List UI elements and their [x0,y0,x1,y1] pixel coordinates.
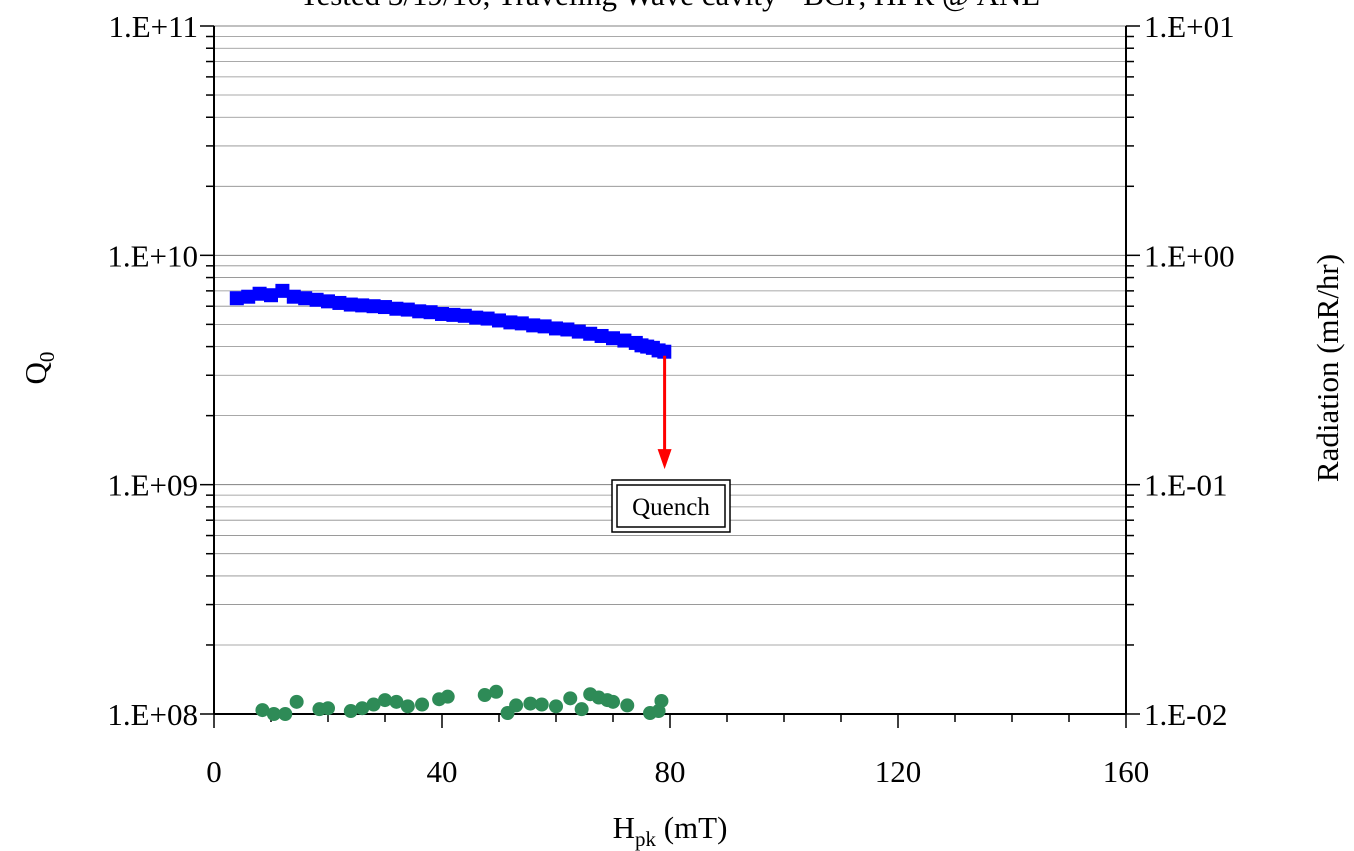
q0-point [355,298,370,313]
q0-point [343,297,358,312]
q0-point [412,304,427,319]
q0-point [583,326,598,341]
grid [214,25,1126,646]
quench-label: Quench [632,494,710,521]
x-tick-label: 0 [206,754,222,789]
quench-box-outer [611,479,731,533]
radiation-point [255,703,270,718]
q0-point [469,310,484,325]
y2-tick-label: 1.E-01 [1144,468,1228,503]
q0-point [606,331,620,346]
q0-point [389,301,404,316]
quench-arrow-head [657,449,672,470]
y2-axis-title: Radiation (mR/hr) [1310,254,1345,482]
radiation-point [563,691,578,706]
x-tick-label: 80 [655,754,686,789]
axes [213,26,1127,715]
radiation-point [620,698,635,713]
y-tick-label: 1.E+08 [107,697,198,732]
q0-point [435,306,449,321]
y-axis-title-main: Q [18,362,53,384]
radiation-point [355,701,370,716]
q0-point [560,322,575,337]
q0-point [332,295,347,310]
q0-point [321,294,335,309]
y2-tick-label: 1.E-02 [1144,697,1228,732]
q0-point [514,316,529,331]
radiation-point [440,689,455,704]
radiation-point [366,697,381,712]
q0-point [571,324,586,339]
radiation-point [389,694,404,709]
radiation-point [477,688,492,703]
radiation-point [654,693,669,708]
q0-point [275,283,290,298]
radiation-point [278,707,293,721]
series-q0 [229,283,672,359]
quench-annotation: Quench [611,355,731,533]
q0-point [378,300,392,315]
q0-point [298,291,313,306]
q0-point [480,311,495,326]
x-axis-title-sub: pk [635,827,657,851]
y2-tick-label: 1.E+00 [1144,238,1235,273]
x-tick-label: 120 [875,754,922,789]
y-tick-label: 1.E+10 [107,238,198,273]
series-radiation [255,684,669,721]
y2-tick-label: 1.E+01 [1144,9,1235,44]
y-tick-label: 1.E+09 [107,468,198,503]
radiation-point [400,699,415,714]
radiation-point [574,702,589,717]
q0-point [252,286,267,301]
radiation-point [549,699,563,714]
radiation-point [489,684,504,699]
q0-point [503,315,518,330]
radiation-point [415,697,430,712]
q0-point [657,344,672,359]
x-axis-title: Hpk (mT) [613,810,728,851]
chart-title: Tested 3/19/10, Traveling Wave cavity - … [300,0,1041,12]
q0-point [549,321,563,336]
radiation-point [534,697,549,712]
radiation-point [289,694,304,709]
y-axis-title-sub: 0 [35,352,59,363]
q0-point [400,302,415,317]
ticks: 0 40 80 120 160 1.E+08 1.E+09 1.E+10 1.E+11 1.E-0… [107,9,1234,789]
q0-point [594,328,609,343]
radiation-point [321,701,335,716]
q0-point [457,308,472,323]
q0-point [229,291,244,306]
radiation-point [606,694,620,709]
q0-point [423,305,438,320]
q0-point [309,292,324,307]
quench-box-inner [616,484,726,528]
q0-point [241,289,256,304]
q0-point [446,307,461,322]
radiation-point [523,696,538,711]
x-axis-title-unit: (mT) [656,810,727,845]
radiation-point [509,698,524,713]
q0-point [286,289,301,304]
q0-point [617,333,632,348]
q0-point [366,299,381,314]
x-tick-label: 40 [427,754,458,789]
y-axis-title: Q0 [18,352,59,385]
x-tick-label: 160 [1103,754,1150,789]
q0-point [537,319,552,334]
q0-point [492,313,506,328]
radiation-point [266,707,281,721]
q0-point [526,318,541,333]
radiation-point [343,704,358,719]
radiation-point [378,693,392,708]
q0-point [264,288,278,303]
y-tick-label: 1.E+11 [108,9,198,44]
x-axis-title-main: H [613,810,635,845]
